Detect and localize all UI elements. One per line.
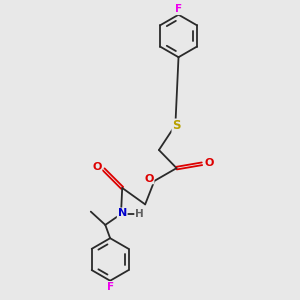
Text: N: N [118,208,127,218]
Text: H: H [135,209,144,219]
Text: F: F [106,282,114,292]
Text: O: O [204,158,213,168]
Text: F: F [175,4,182,14]
Text: S: S [172,119,181,132]
Text: O: O [92,162,101,172]
Text: O: O [144,173,154,184]
